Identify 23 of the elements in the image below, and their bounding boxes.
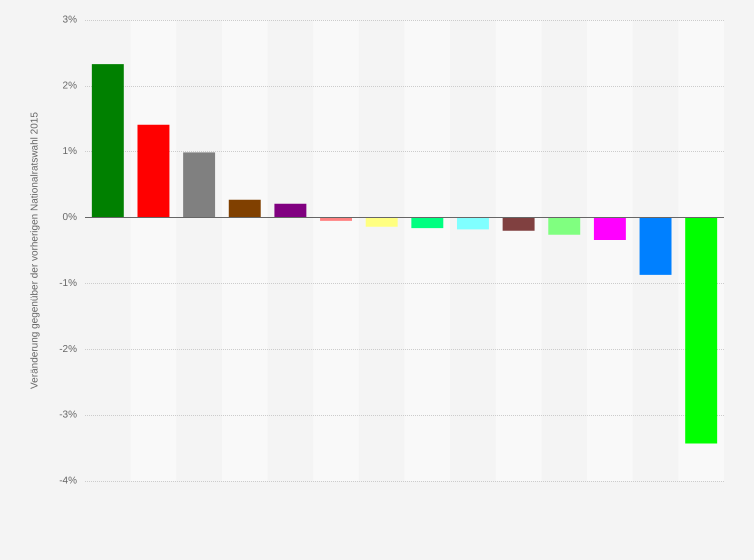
bar bbox=[502, 218, 535, 231]
y-tick-label: -2% bbox=[59, 344, 78, 355]
y-tick-label: -4% bbox=[59, 476, 78, 486]
bar bbox=[274, 204, 306, 218]
bar bbox=[92, 64, 124, 218]
y-tick-label: -3% bbox=[59, 410, 78, 421]
bar bbox=[183, 152, 216, 218]
y-tick-label: 1% bbox=[62, 146, 78, 158]
bar bbox=[640, 218, 672, 275]
y-tick-label: 0% bbox=[62, 212, 78, 224]
bar bbox=[594, 218, 626, 240]
bar bbox=[456, 218, 489, 230]
bar bbox=[320, 218, 352, 221]
bar bbox=[548, 218, 580, 235]
y-tick-label: 2% bbox=[62, 80, 78, 92]
y-tick-label: 3% bbox=[62, 14, 78, 26]
bar bbox=[685, 218, 718, 444]
bar bbox=[366, 218, 398, 227]
bar bbox=[228, 200, 261, 218]
y-tick-label: -1% bbox=[59, 278, 78, 289]
y-axis-title: Veränderung gegenüber der vorherigen Nationalratswahl 2015 bbox=[30, 112, 40, 389]
bar bbox=[411, 218, 444, 228]
bar bbox=[137, 124, 170, 218]
